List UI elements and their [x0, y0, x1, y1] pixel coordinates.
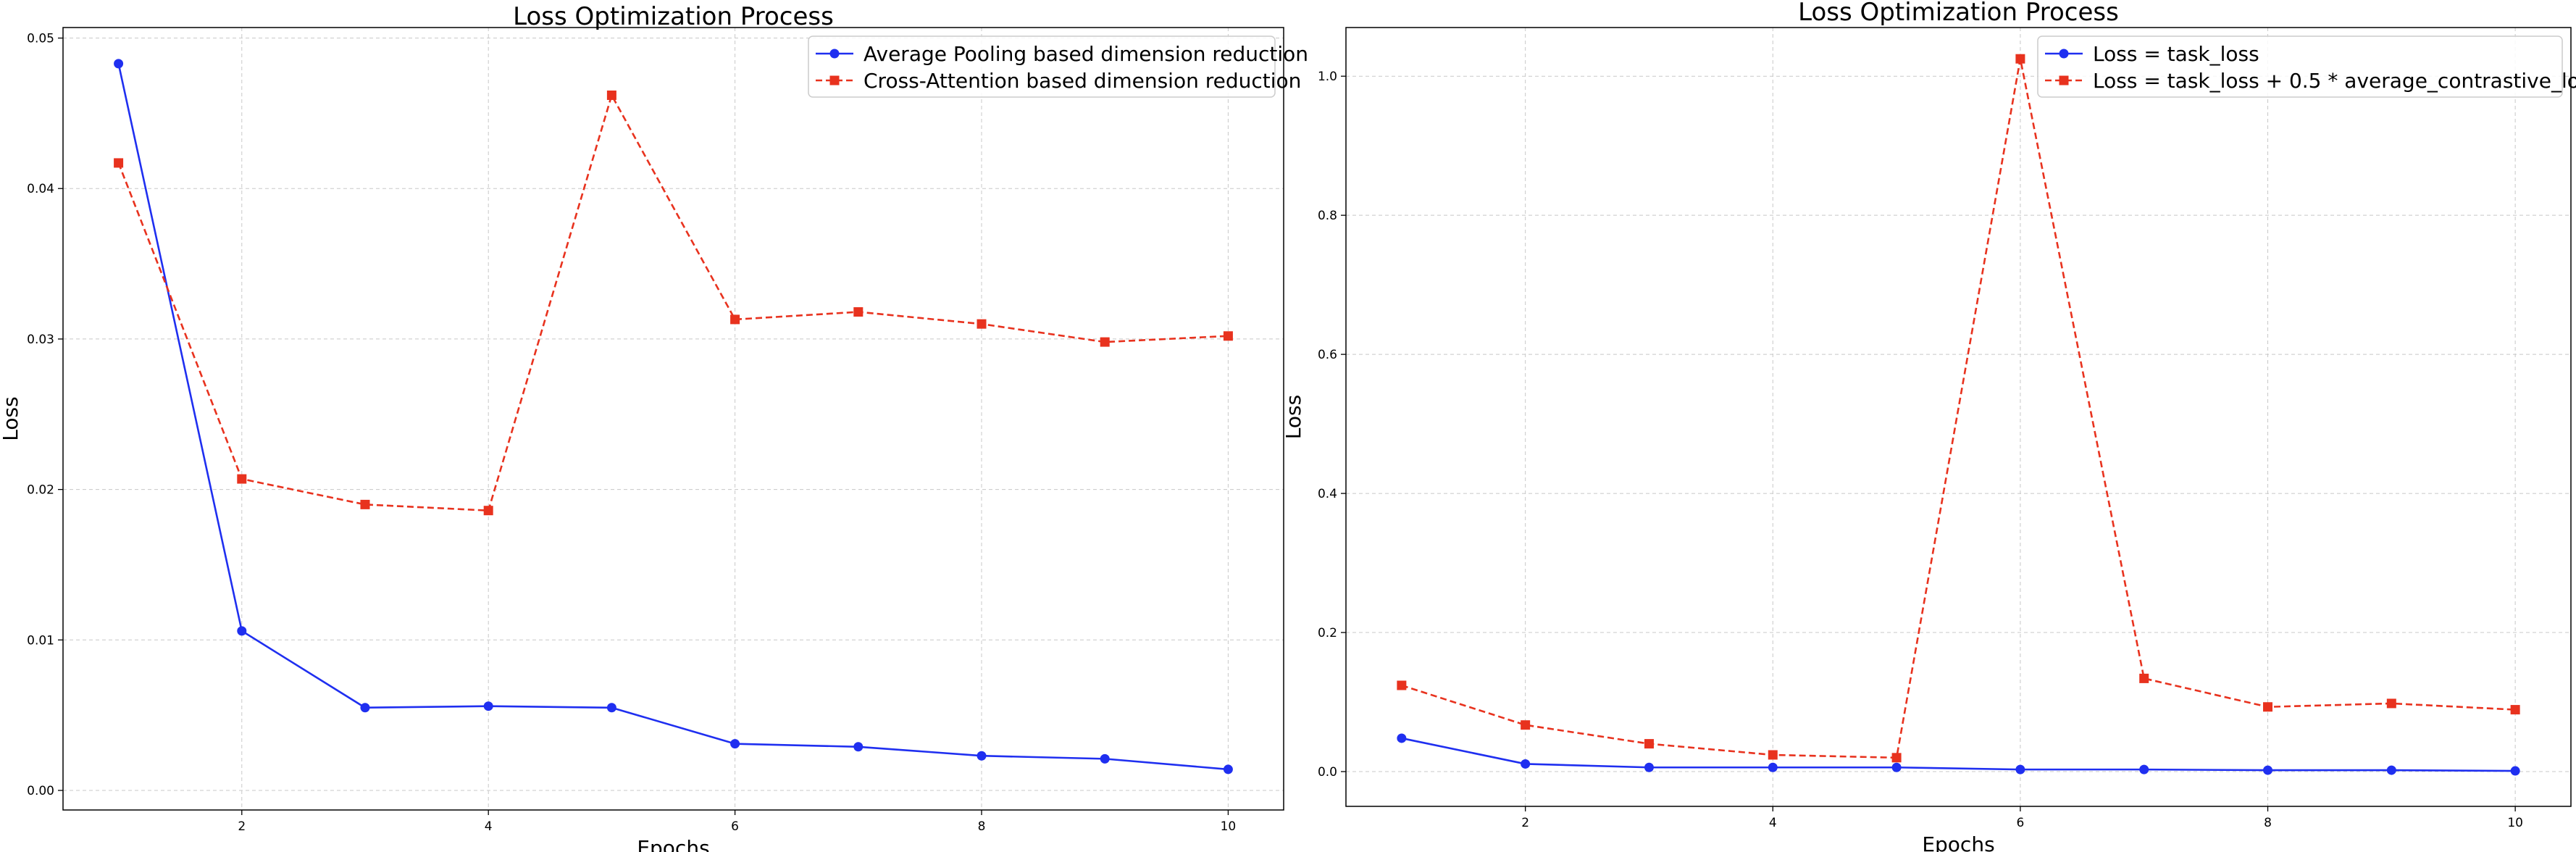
data-point [2015, 54, 2025, 64]
data-point [237, 626, 247, 636]
data-point [360, 703, 370, 713]
y-tick-label: 0.4 [1318, 487, 1337, 501]
data-point [730, 739, 740, 749]
legend-marker [2059, 75, 2069, 85]
chart-panel-1: 2 4 6 8 10 0.00 0.01 0.02 0.03 0.04 0.05 Loss Optim… [0, 2, 1308, 852]
y-tick-label: 0.01 [27, 633, 54, 648]
y-tick-label: 0.03 [27, 333, 54, 347]
legend-label: Loss = task_loss [2093, 42, 2259, 66]
y-tick-label: 1.0 [1318, 70, 1337, 84]
data-point [1100, 753, 1110, 764]
series-1 [114, 59, 1233, 774]
chart-title: Loss Optimization Process [1798, 0, 2119, 27]
data-point [2263, 702, 2273, 712]
chart-panel-2: 2 4 6 8 10 0.0 0.2 0.4 0.6 0.8 1.0 Loss Optimizatio… [1281, 0, 2576, 852]
data-point [1100, 337, 1110, 347]
data-point [853, 307, 863, 317]
data-point [1891, 762, 1902, 772]
y-tick-label: 0.00 [27, 784, 54, 798]
data-point [237, 474, 247, 484]
data-point [483, 506, 493, 516]
y-tick-label: 0.6 [1318, 348, 1337, 362]
legend-marker [2059, 49, 2069, 59]
series-line [1401, 737, 2516, 772]
legend-label: Loss = task_loss + 0.5 * average_contras… [2093, 69, 2576, 93]
data-point [2263, 765, 2273, 775]
data-point [1891, 753, 1902, 763]
x-tick-label: 4 [485, 819, 493, 834]
x-axis-label: Epochs [637, 836, 709, 852]
y-tick-label: 0.05 [27, 32, 54, 46]
data-point [1644, 739, 1654, 749]
data-point [1223, 764, 1233, 774]
data-point [1644, 762, 1654, 772]
data-point [1223, 331, 1233, 341]
x-tick-label: 6 [2016, 816, 2024, 830]
data-point [360, 499, 370, 509]
plot-frame [62, 27, 1284, 811]
x-tick-label: 8 [2264, 816, 2272, 830]
data-point [2386, 765, 2396, 775]
legend-box [2037, 36, 2563, 98]
legend-label: Average Pooling based dimension reductio… [863, 42, 1308, 66]
data-point [1768, 762, 1778, 772]
data-point [2510, 766, 2520, 776]
data-point [1521, 759, 1531, 769]
y-tick-label: 0.02 [27, 483, 54, 498]
series-line [117, 93, 1229, 512]
y-tick-label: 0.04 [27, 182, 54, 196]
data-point [2510, 705, 2520, 715]
data-point [853, 742, 863, 752]
y-tick-label: 0.0 [1318, 765, 1337, 780]
series-2 [114, 90, 1233, 516]
data-point [606, 90, 616, 100]
series-line [117, 63, 1229, 771]
data-point [977, 319, 987, 329]
data-point [2139, 764, 2149, 774]
data-point [2386, 698, 2396, 709]
legend-marker [829, 75, 840, 85]
legend-marker [829, 49, 840, 59]
x-tick-label: 6 [731, 819, 739, 834]
legend-box [808, 36, 1276, 98]
y-axis-label: Loss [0, 396, 22, 440]
x-tick-label: 4 [1769, 816, 1777, 830]
x-tick-label: 10 [1221, 819, 1237, 834]
series-line [1401, 58, 2516, 759]
legend-label: Cross-Attention based dimension reductio… [863, 69, 1301, 93]
x-axis-label: Epochs [1922, 832, 1994, 852]
data-point [977, 751, 987, 761]
plot-frame [1345, 27, 2572, 807]
x-tick-label: 10 [2507, 816, 2523, 830]
data-point [114, 59, 124, 69]
data-point [2015, 764, 2025, 774]
data-point [1768, 750, 1778, 760]
data-point [606, 703, 616, 713]
series-2 [1397, 54, 2520, 763]
x-tick-label: 2 [238, 819, 246, 834]
data-point [2139, 673, 2149, 683]
series-1 [1397, 733, 2520, 776]
data-point [483, 701, 493, 711]
data-point [1521, 720, 1531, 730]
data-point [1397, 680, 1407, 690]
legend: Average Pooling based dimension reductio… [808, 36, 1308, 98]
data-point [114, 158, 124, 168]
y-axis-label: Loss [1281, 395, 1305, 439]
legend: Loss = task_loss Loss = task_loss + 0.5 *… [2037, 36, 2576, 98]
x-tick-label: 2 [1521, 816, 1529, 830]
x-tick-label: 8 [978, 819, 986, 834]
data-point [730, 314, 740, 325]
data-point [1397, 733, 1407, 743]
y-tick-label: 0.2 [1318, 626, 1337, 640]
chart-title: Loss Optimization Process [513, 2, 834, 31]
y-tick-label: 0.8 [1318, 209, 1337, 223]
